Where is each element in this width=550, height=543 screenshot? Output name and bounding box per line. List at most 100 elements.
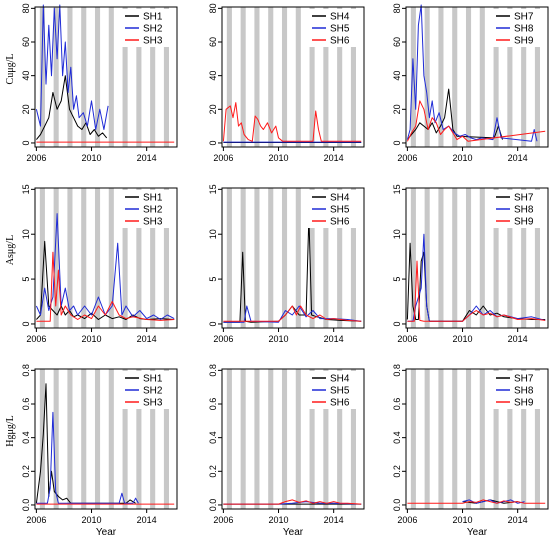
y-tick-label: 0.8 [21,364,31,377]
shaded-band [39,188,45,328]
x-tick-label: 2006 [213,334,233,344]
plot-frame [405,187,549,329]
shaded-band [507,7,513,147]
shaded-band [424,369,430,509]
y-tick-label: 10 [208,229,218,239]
shaded-band [424,7,430,147]
series-line-sh9 [406,100,546,142]
y-tick-label: 10 [392,229,402,239]
shaded-band [350,188,357,328]
x-tick-label: 2010 [453,515,473,525]
shaded-band [136,369,142,509]
series-line-sh1 [36,240,175,320]
legend-label: SH9 [514,217,534,228]
shaded-band [67,188,73,328]
shaded-band [493,369,499,509]
legend-label: SH6 [330,217,350,228]
shaded-band [108,7,114,147]
x-tick-label: 2010 [269,515,289,525]
y-tick-label: 15 [392,184,402,194]
shaded-band [323,188,329,328]
y-tick-label: 20 [21,104,31,114]
legend-label: SH5 [330,24,350,35]
shaded-band [350,369,357,509]
x-tick-label: 2010 [269,334,289,344]
y-tick-label: 20 [208,104,218,114]
x-tick-label: 2014 [324,334,344,344]
shaded-band [350,7,357,147]
shaded-band [94,369,101,509]
shaded-band [534,7,541,147]
y-tick-label: 0.2 [208,465,218,478]
x-tick-label: 2006 [397,515,417,525]
shaded-band [94,188,101,328]
shaded-band [281,369,288,509]
shaded-band [493,188,499,328]
plot-frame [34,187,178,329]
shaded-band [309,7,315,147]
x-tick-label: 2010 [82,334,102,344]
x-tick-label: 2010 [453,153,473,163]
legend-label: SH2 [143,386,163,397]
legend-label: SH5 [330,386,350,397]
shaded-band [254,7,260,147]
shaded-band [438,369,444,509]
series-line-sh9 [407,499,546,504]
shaded-band [309,369,315,509]
shaded-band [81,369,87,509]
x-tick-label: 2014 [508,515,528,525]
x-axis-label: Year [96,527,117,538]
legend-label: SH7 [514,12,534,23]
series-line-sh2 [35,213,175,320]
plot-frame [221,368,365,510]
legend-label: SH2 [143,24,163,35]
y-tick-label: 80 [21,3,31,13]
x-tick-label: 2014 [137,153,157,163]
legend-label: SH3 [143,36,163,47]
shaded-band [108,369,114,509]
series-line-sh1 [36,75,108,140]
legend-label: SH7 [514,374,534,385]
legend-label: SH8 [514,205,534,216]
y-tick-label: 60 [21,37,31,47]
shaded-band [438,188,444,328]
y-tick-label: 0.4 [208,431,218,444]
series-line-sh6 [223,499,362,505]
shaded-band [410,188,416,328]
shaded-band [254,369,260,509]
y-axis-label: Asμg/L [5,235,16,265]
shaded-band [323,7,329,147]
shaded-band [53,369,59,509]
shaded-band [136,7,142,147]
shaded-band [53,188,59,328]
legend-label: SH4 [330,193,350,204]
plot-frame [221,6,365,148]
y-tick-label: 0.6 [208,398,218,411]
x-tick-label: 2006 [26,515,46,525]
y-tick-label: 40 [392,71,402,81]
shaded-band [410,369,416,509]
plot-frame [221,187,365,329]
shaded-band [521,7,527,147]
y-tick-label: 5 [208,277,218,282]
y-tick-label: 20 [392,104,402,114]
plot-frame [34,368,178,510]
shaded-band [67,369,73,509]
shaded-band [507,369,513,509]
shaded-band [39,7,45,147]
shaded-band [39,369,45,509]
y-tick-label: 0.0 [392,499,402,512]
shaded-band [337,369,343,509]
x-axis-label: Year [283,527,304,538]
x-tick-label: 2006 [26,334,46,344]
shaded-band [438,7,444,147]
y-tick-label: 0.0 [208,499,218,512]
shaded-band [295,369,301,509]
shaded-band [163,7,170,147]
shaded-band [534,369,541,509]
x-tick-label: 2010 [82,153,102,163]
x-tick-label: 2006 [213,515,233,525]
